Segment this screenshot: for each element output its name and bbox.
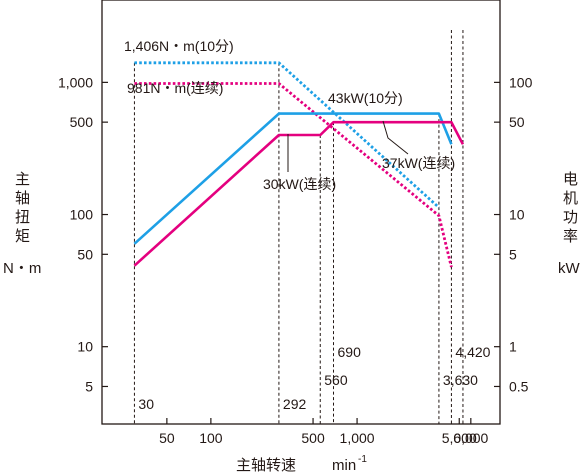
series-lines bbox=[133, 61, 465, 268]
chart-labels: 1,406N・m(10分) 981N・m(连续) 43kW(10分) 30kW(… bbox=[3, 38, 581, 474]
y-left-title-3: 扭 bbox=[15, 209, 30, 226]
x-axis-title: 主轴转速 bbox=[236, 457, 296, 474]
speed-marker-label-690: 690 bbox=[338, 344, 362, 360]
x-tick-label-1-000: 1,000 bbox=[340, 430, 375, 446]
y-right-tick-label-1: 1 bbox=[509, 339, 517, 355]
speed-marker-label-292: 292 bbox=[283, 396, 307, 412]
plot-frame bbox=[101, 0, 501, 425]
annotation-power-10min: 43kW(10分) bbox=[328, 90, 403, 106]
speed-marker-label-3-630: 3,630 bbox=[443, 372, 478, 388]
y-left-title-4: 矩 bbox=[15, 228, 30, 245]
speed-marker-label-4-420: 4,420 bbox=[455, 344, 490, 360]
y-right-title-4: 率 bbox=[563, 228, 578, 245]
x-tick-label-50: 50 bbox=[159, 430, 175, 446]
y-right-title-3: 功 bbox=[563, 209, 578, 226]
speed-marker-label-30: 30 bbox=[138, 396, 154, 412]
series-line-3 bbox=[133, 120, 465, 267]
y-right-title-2: 机 bbox=[563, 190, 578, 207]
y-left-tick-label-5: 5 bbox=[85, 378, 93, 394]
annotation-torque-continuous: 981N・m(连续) bbox=[127, 80, 223, 96]
x-tick-label-500: 500 bbox=[301, 430, 325, 446]
series-line-0 bbox=[134, 61, 440, 209]
y-right-tick-label-10: 10 bbox=[509, 207, 525, 223]
axis-ticks: 5 10 50 100 500 1,000 0.5 1 5 10 50 100 50 100 500 1,00… bbox=[58, 74, 533, 446]
y-left-unit: N・m bbox=[3, 260, 41, 277]
y-right-tick-label-5: 5 bbox=[509, 246, 517, 262]
annotation-torque-10min: 1,406N・m(10分) bbox=[124, 38, 234, 54]
series-line-1 bbox=[134, 82, 453, 268]
annotation-power-37kw: 37kW(连续) bbox=[382, 155, 455, 171]
y-left-tick-label-500: 500 bbox=[70, 114, 94, 130]
y-left-title-2: 轴 bbox=[15, 190, 30, 207]
annotation-leader-37kw bbox=[382, 120, 409, 155]
x-tick-label-6-000: 6,000 bbox=[453, 430, 488, 446]
y-right-tick-label-100: 100 bbox=[509, 74, 533, 90]
series-line-2 bbox=[133, 112, 453, 245]
annotation-power-30kw: 30kW(连续) bbox=[263, 176, 336, 192]
y-left-tick-label-50: 50 bbox=[77, 246, 93, 262]
x-axis-unit-sup: -1 bbox=[358, 454, 367, 465]
y-left-tick-label-100: 100 bbox=[70, 207, 94, 223]
x-axis-unit: min bbox=[332, 457, 356, 474]
y-left-tick-label-10: 10 bbox=[77, 339, 93, 355]
y-right-title-1: 电 bbox=[563, 171, 578, 188]
y-left-title-1: 主 bbox=[15, 171, 30, 188]
y-right-tick-label-50: 50 bbox=[509, 114, 525, 130]
y-left-tick-label-1-000: 1,000 bbox=[58, 74, 93, 90]
y-right-tick-label-0-5: 0.5 bbox=[509, 378, 529, 394]
speed-marker-lines: 30 292 560 690 3,630 4,420 bbox=[133, 30, 491, 424]
x-tick-label-100: 100 bbox=[199, 430, 223, 446]
y-right-unit: kW bbox=[558, 260, 581, 277]
x-tick-label-5-000: 5,000 bbox=[442, 430, 477, 446]
speed-marker-label-560: 560 bbox=[324, 372, 348, 388]
